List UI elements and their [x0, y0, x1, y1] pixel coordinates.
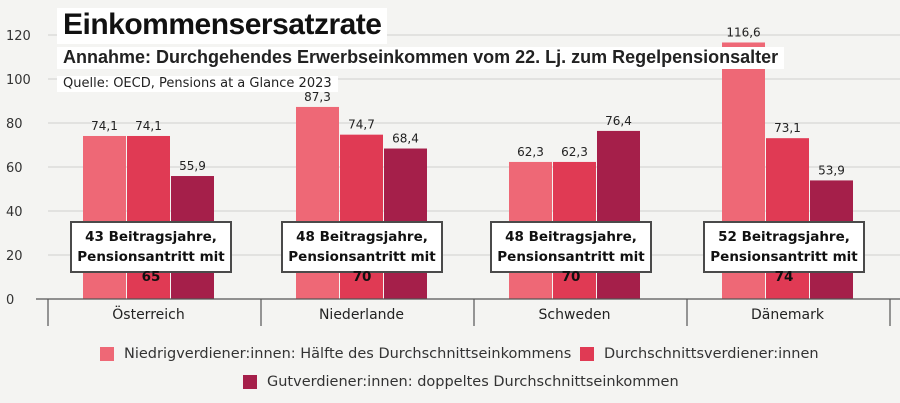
chart-source: Quelle: OECD, Pensions at a Glance 2023	[57, 76, 338, 92]
annotation-box-oesterreich: 43 Beitragsjahre, Pensionsantritt mit 65	[70, 221, 232, 285]
chart-title: Einkommensersatzrate	[57, 8, 388, 44]
data-label: 74,1	[91, 119, 118, 133]
x-axis: Österreich Niederlande Schweden Dänemark	[36, 298, 900, 326]
legend-label: Durchschnittsverdiener:innen	[604, 346, 819, 362]
annotation-box-niederlande: 48 Beitragsjahre, Pensionsantritt mit 70	[281, 221, 443, 285]
y-tick-label: 100	[6, 73, 31, 88]
y-tick-label: 40	[6, 205, 23, 220]
annotation-line: 48 Beitragsjahre,	[505, 229, 637, 245]
annotation-box-schweden: 48 Beitragsjahre, Pensionsantritt mit 70	[490, 221, 652, 285]
data-label: 87,3	[304, 90, 331, 104]
header: Einkommensersatzrate Annahme: Durchgehen…	[57, 8, 785, 92]
y-tick-label: 120	[6, 29, 31, 44]
annotation-line: 43 Beitragsjahre,	[85, 229, 217, 245]
legend-swatch-low	[100, 347, 114, 361]
data-label: 62,3	[561, 145, 588, 159]
data-label: 116,6	[726, 25, 760, 39]
annotation-line: 48 Beitragsjahre,	[296, 229, 428, 245]
annotation-box-daenemark: 52 Beitragsjahre, Pensionsantritt mit 74	[703, 221, 865, 285]
annotation-line: Pensionsantritt mit 70	[288, 249, 436, 285]
annotation-line: Pensionsantritt mit 70	[497, 249, 645, 285]
y-tick-label: 60	[6, 161, 23, 176]
category-label: Schweden	[539, 307, 611, 323]
data-label: 68,4	[392, 132, 419, 146]
y-tick-label: 0	[6, 293, 14, 308]
y-axis-ticks: 0 20 40 60 80 100 120	[6, 29, 31, 308]
legend-swatch-high	[243, 375, 257, 389]
data-label: 74,7	[348, 118, 375, 132]
legend-item-high: Gutverdiener:innen: doppeltes Durchschni…	[243, 374, 679, 390]
data-label: 62,3	[517, 145, 544, 159]
data-label: 76,4	[605, 114, 632, 128]
legend-label: Gutverdiener:innen: doppeltes Durchschni…	[267, 374, 679, 390]
category-label: Niederlande	[319, 307, 404, 323]
data-label: 53,9	[818, 163, 845, 177]
legend-swatch-avg	[580, 347, 594, 361]
data-label: 74,1	[135, 119, 162, 133]
legend-item-low: Niedrigverdiener:innen: Hälfte des Durch…	[100, 346, 571, 362]
category-label: Österreich	[112, 305, 184, 323]
category-label: Dänemark	[751, 307, 825, 323]
data-label: 55,9	[179, 159, 206, 173]
y-tick-label: 80	[6, 117, 23, 132]
legend-label: Niedrigverdiener:innen: Hälfte des Durch…	[124, 346, 572, 362]
chart-subtitle: Annahme: Durchgehendes Erwerbseinkommen …	[57, 47, 785, 69]
y-tick-label: 20	[6, 249, 23, 264]
data-label: 73,1	[774, 121, 801, 135]
annotation-line: 52 Beitragsjahre,	[718, 229, 850, 245]
annotation-line: Pensionsantritt mit 65	[77, 249, 225, 285]
legend-item-avg: Durchschnittsverdiener:innen	[580, 346, 819, 362]
annotation-line: Pensionsantritt mit 74	[710, 249, 858, 285]
